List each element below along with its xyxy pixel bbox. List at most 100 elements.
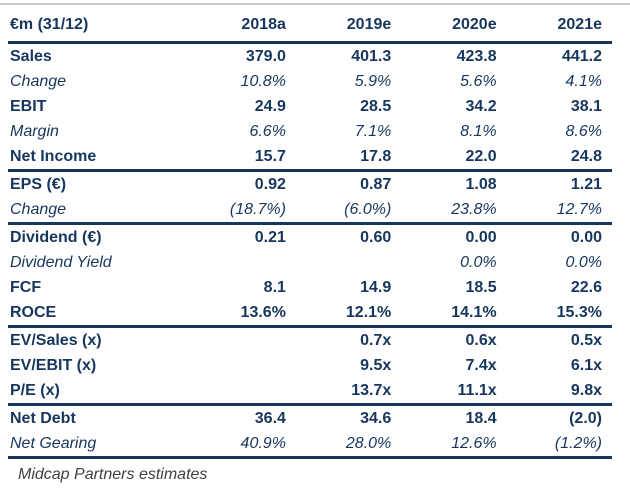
cell-value: 15.7 <box>254 148 286 165</box>
cell-value: 24.9 <box>254 98 286 115</box>
row-label: Change <box>10 73 67 90</box>
cell-value: 0.21 <box>254 229 286 246</box>
table-row: EBIT 24.9 28.5 34.2 38.1 <box>8 94 612 119</box>
row-label: Dividend Yield <box>10 254 112 271</box>
column-header-year: 2019e <box>346 16 392 33</box>
cell-value: 38.1 <box>570 98 602 115</box>
cell-value: 1.08 <box>465 176 497 193</box>
cell-value: 18.5 <box>465 279 497 296</box>
table-row: P/E (x) 13.7x 11.1x 9.8x <box>8 378 612 405</box>
cell-value: 17.8 <box>360 148 392 165</box>
cell-value: 401.3 <box>351 48 392 65</box>
row-label: Dividend (€) <box>10 229 102 246</box>
cell-value: 13.7x <box>351 382 392 399</box>
row-label: Change <box>10 201 67 218</box>
row-label: FCF <box>10 279 42 296</box>
cell-value: 0.7x <box>360 332 392 349</box>
table-section: Dividend (€) 0.21 0.60 0.00 0.00 Dividend Yie… <box>8 224 612 327</box>
cell-value: 5.9% <box>354 73 392 90</box>
cell-value: 0.00 <box>570 229 602 246</box>
cell-value: 0.0% <box>460 254 497 271</box>
row-label: ROCE <box>10 304 57 321</box>
cell-value: 0.6x <box>465 332 497 349</box>
cell-value: (1.2%) <box>554 435 602 452</box>
row-label: Net Income <box>10 148 97 165</box>
row-label: Net Debt <box>10 410 76 427</box>
top-rule <box>0 3 630 5</box>
row-label: EV/EBIT (x) <box>10 357 97 374</box>
estimates-table: €m (31/12) 2018a 2019e 2020e 2021e Sales 379.… <box>8 7 612 459</box>
cell-value: 7.4x <box>465 357 497 374</box>
cell-value: 423.8 <box>456 48 497 65</box>
table-section: EPS (€) 0.92 0.87 1.08 1.21 Change (18.7%) (6.0… <box>8 171 612 224</box>
cell-value: 0.60 <box>360 229 392 246</box>
table-section: Sales 379.0 401.3 423.8 441.2 Change 10.8% 5.9%… <box>8 43 612 171</box>
cell-value: 8.1% <box>460 123 497 140</box>
table-section: Net Debt 36.4 34.6 18.4 (2.0) Net Gearing 40.9… <box>8 405 612 458</box>
cell-value: 0.5x <box>570 332 602 349</box>
cell-value: 13.6% <box>240 304 286 321</box>
cell-value: 0.0% <box>565 254 602 271</box>
cell-value: 36.4 <box>254 410 286 427</box>
cell-value: 22.6 <box>570 279 602 296</box>
cell-value: 0.92 <box>254 176 286 193</box>
cell-value: 10.8% <box>240 73 286 90</box>
column-header-year: 2018a <box>241 16 286 33</box>
cell-value: 9.5x <box>360 357 392 374</box>
cell-value: 0.87 <box>360 176 392 193</box>
cell-value: 28.5 <box>360 98 392 115</box>
cell-value: 18.4 <box>465 410 497 427</box>
table-header: €m (31/12) 2018a 2019e 2020e 2021e <box>8 7 612 43</box>
cell-value: 8.1 <box>263 279 286 296</box>
table-row: Net Debt 36.4 34.6 18.4 (2.0) <box>8 405 612 432</box>
table-row: Net Gearing 40.9% 28.0% 12.6% (1.2%) <box>8 431 612 458</box>
table-row: ROCE 13.6% 12.1% 14.1% 15.3% <box>8 300 612 327</box>
estimates-table-container: €m (31/12) 2018a 2019e 2020e 2021e Sales 379.… <box>0 5 630 485</box>
table-head-row: €m (31/12) 2018a 2019e 2020e 2021e <box>8 7 612 43</box>
cell-value: 34.6 <box>360 410 392 427</box>
cell-value <box>296 250 401 275</box>
cell-value: 34.2 <box>465 98 497 115</box>
cell-value: 8.6% <box>565 123 602 140</box>
cell-value: 0.00 <box>465 229 497 246</box>
cell-value: 12.7% <box>556 201 602 218</box>
table-section: EV/Sales (x) 0.7x 0.6x 0.5x EV/EBIT (x) 9.5x 7… <box>8 327 612 405</box>
table-row: FCF 8.1 14.9 18.5 22.6 <box>8 275 612 300</box>
cell-value: (6.0%) <box>344 201 392 218</box>
cell-value: 379.0 <box>245 48 286 65</box>
cell-value: 1.21 <box>570 176 602 193</box>
table-row: Dividend Yield 0.0% 0.0% <box>8 250 612 275</box>
cell-value: 11.1x <box>457 382 497 399</box>
column-header-metric: €m (31/12) <box>10 16 89 33</box>
column-header-year: 2020e <box>452 16 497 33</box>
row-label: Margin <box>10 123 59 140</box>
table-row: Change (18.7%) (6.0%) 23.8% 12.7% <box>8 197 612 224</box>
cell-value: 22.0 <box>465 148 497 165</box>
row-label: EPS (€) <box>10 176 67 193</box>
cell-value: 12.6% <box>451 435 497 452</box>
row-label: EBIT <box>10 98 47 115</box>
cell-value: 5.6% <box>460 73 497 90</box>
cell-value: 15.3% <box>556 304 602 321</box>
row-label: Sales <box>10 48 52 65</box>
row-label: EV/Sales (x) <box>10 332 102 349</box>
cell-value: 441.2 <box>561 48 602 65</box>
table-row: Change 10.8% 5.9% 5.6% 4.1% <box>8 69 612 94</box>
cell-value: 28.0% <box>345 435 392 452</box>
source-note: Midcap Partners estimates <box>18 466 208 483</box>
table-row: EV/EBIT (x) 9.5x 7.4x 6.1x <box>8 353 612 378</box>
table-row: EPS (€) 0.92 0.87 1.08 1.21 <box>8 171 612 198</box>
cell-value <box>191 378 296 405</box>
cell-value: 12.1% <box>345 304 392 321</box>
cell-value: 14.1% <box>451 304 497 321</box>
cell-value: 4.1% <box>565 73 602 90</box>
table-row: Net Income 15.7 17.8 22.0 24.8 <box>8 144 612 171</box>
cell-value <box>191 353 296 378</box>
cell-value: 6.6% <box>249 123 286 140</box>
table-row: Margin 6.6% 7.1% 8.1% 8.6% <box>8 119 612 144</box>
cell-value: (2.0) <box>569 410 602 427</box>
table-row: Dividend (€) 0.21 0.60 0.00 0.00 <box>8 224 612 251</box>
table-row: Sales 379.0 401.3 423.8 441.2 <box>8 43 612 70</box>
cell-value: 7.1% <box>354 123 392 140</box>
cell-value <box>191 327 296 354</box>
